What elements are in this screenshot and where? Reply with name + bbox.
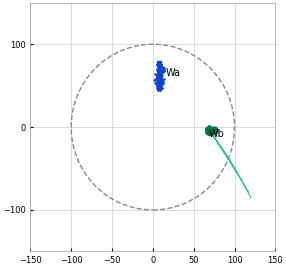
Text: Wb: Wb (208, 129, 224, 139)
Text: Wa: Wa (166, 68, 181, 78)
